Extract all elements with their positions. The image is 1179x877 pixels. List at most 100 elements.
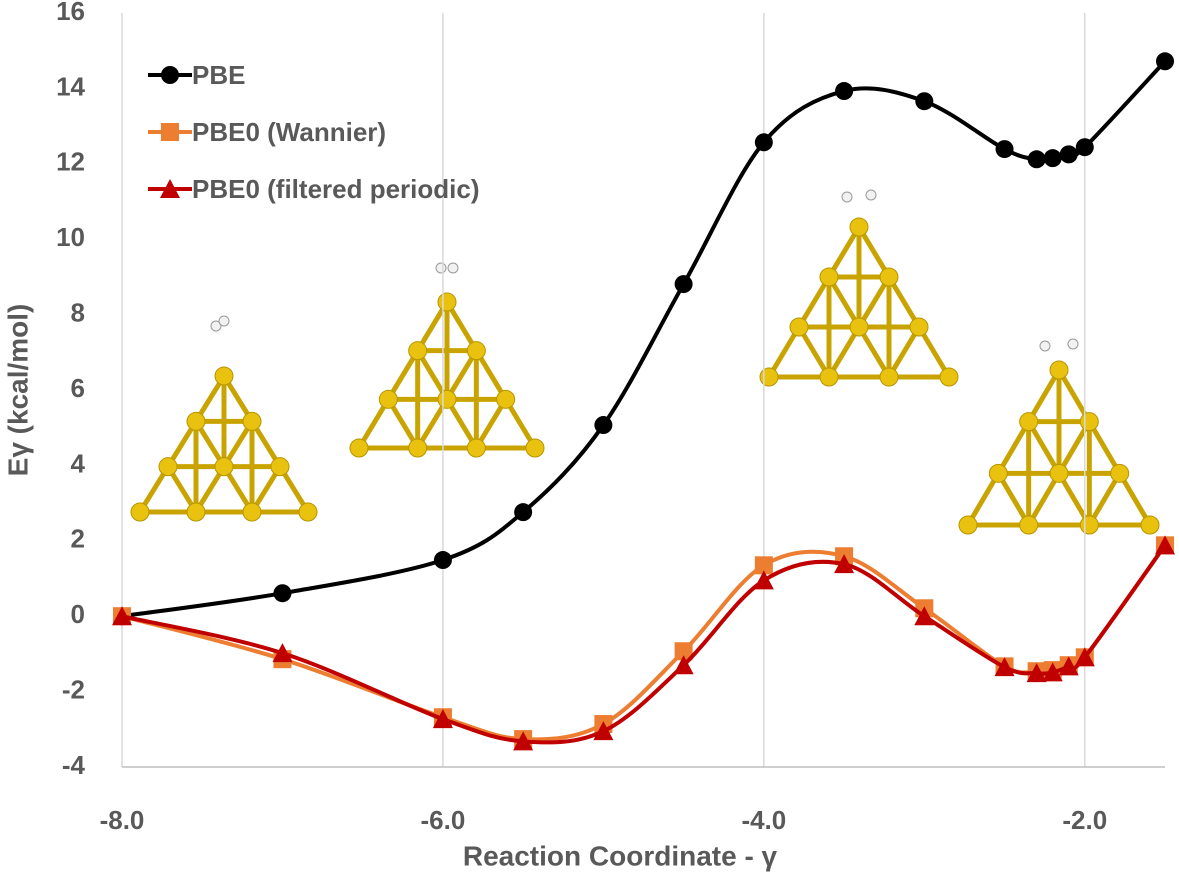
data-point [1074,647,1095,667]
data-point [834,554,855,574]
cluster-bond [1026,420,1062,475]
y-tick-label: -2 [62,674,85,704]
cluster-bond [856,325,892,379]
data-point [272,643,293,663]
data-point [1155,535,1175,555]
cluster-bond [826,325,862,379]
y-tick-label: 4 [71,448,86,478]
gold-atom [819,367,839,387]
hydrogen-atom [841,191,853,203]
y-tick-label: 8 [71,297,85,327]
data-point [1027,150,1046,169]
data-point [594,416,613,435]
legend-label: PBE0 (filtered periodic) [192,174,480,204]
gold-atom [849,217,869,237]
gold-atom [466,438,486,458]
x-axis-title: Reaction Coordinate - γ [463,840,778,871]
legend-label: PBE [192,60,245,90]
data-point [753,570,774,590]
hydrogen-atom [210,320,222,332]
y-tick-label: 16 [56,0,85,26]
legend-marker [161,123,179,141]
gold-atom [466,341,486,361]
gold-atom [298,502,318,522]
y-tick-label: -4 [62,750,86,780]
gold-atom [186,502,206,522]
data-point [754,556,773,575]
data-point [1059,145,1078,164]
gold-atom [988,463,1008,483]
gold-atom [270,457,290,477]
cluster-bond [826,225,862,279]
data-point [432,709,453,729]
cluster-bond [1117,472,1153,527]
gold-atom [496,389,516,409]
gold-atom [789,317,809,337]
gold-atom [242,411,262,431]
data-point [1026,663,1047,683]
data-point [1042,662,1063,682]
gold-atom [130,502,150,522]
gold-atom [819,267,839,287]
y-axis-title: Eγ (kcal/mol) [2,304,33,477]
cluster-bond [886,275,922,329]
legend-marker [160,179,180,198]
cluster-bond [796,275,832,329]
cluster-bond [856,225,892,279]
data-point [994,657,1015,677]
gold-atom [1019,515,1039,535]
hydrogen-atom [435,262,447,274]
gold-atom [349,438,369,458]
cluster-bond [996,420,1031,475]
cluster-bond [766,325,802,379]
y-tick-label: 12 [56,147,85,177]
cluster-bond [856,275,892,329]
gold-atom [1049,360,1069,380]
hydrogen-atom [865,189,877,201]
cluster-bond [886,325,922,379]
gold-atom [214,366,234,386]
data-point [674,642,693,661]
data-point [1075,138,1094,157]
gold-atom [1079,412,1099,432]
cluster-bond [1087,420,1122,475]
gold-atom [759,367,779,387]
gold-atom [849,317,869,337]
gold-atom [1079,515,1099,535]
gold-atom [525,438,545,458]
legend-marker [161,66,179,84]
gold-atom [214,457,234,477]
gold-atom [378,389,398,409]
y-tick-label: 10 [56,222,85,252]
cluster-bond [916,325,952,379]
gold-atom [1140,515,1160,535]
gold-atom [1019,412,1039,432]
gold-atom [879,267,899,287]
data-point [835,82,854,101]
cluster-images [130,189,1160,535]
x-tick-label: -2.0 [1062,805,1107,835]
cluster-bond [1026,368,1062,423]
data-point [112,606,132,626]
hydrogen-atom [218,315,230,327]
gold-atom [909,317,929,337]
cluster-bond [1026,472,1062,527]
data-point [914,606,935,626]
gold-atom [408,438,428,458]
data-point [1156,52,1174,71]
y-tick-label: 2 [71,524,85,554]
series-line [121,544,1167,745]
gold-atom [1110,463,1130,483]
data-point [433,551,452,570]
data-point [754,133,773,152]
data-point [915,92,934,111]
data-point [1043,149,1062,168]
gold-atom [186,411,206,431]
gold-atom [437,389,457,409]
x-tick-label: -6.0 [421,805,466,835]
data-point [673,655,694,675]
y-tick-label: 0 [71,599,85,629]
gold-atom [437,292,457,312]
data-point [995,140,1014,159]
